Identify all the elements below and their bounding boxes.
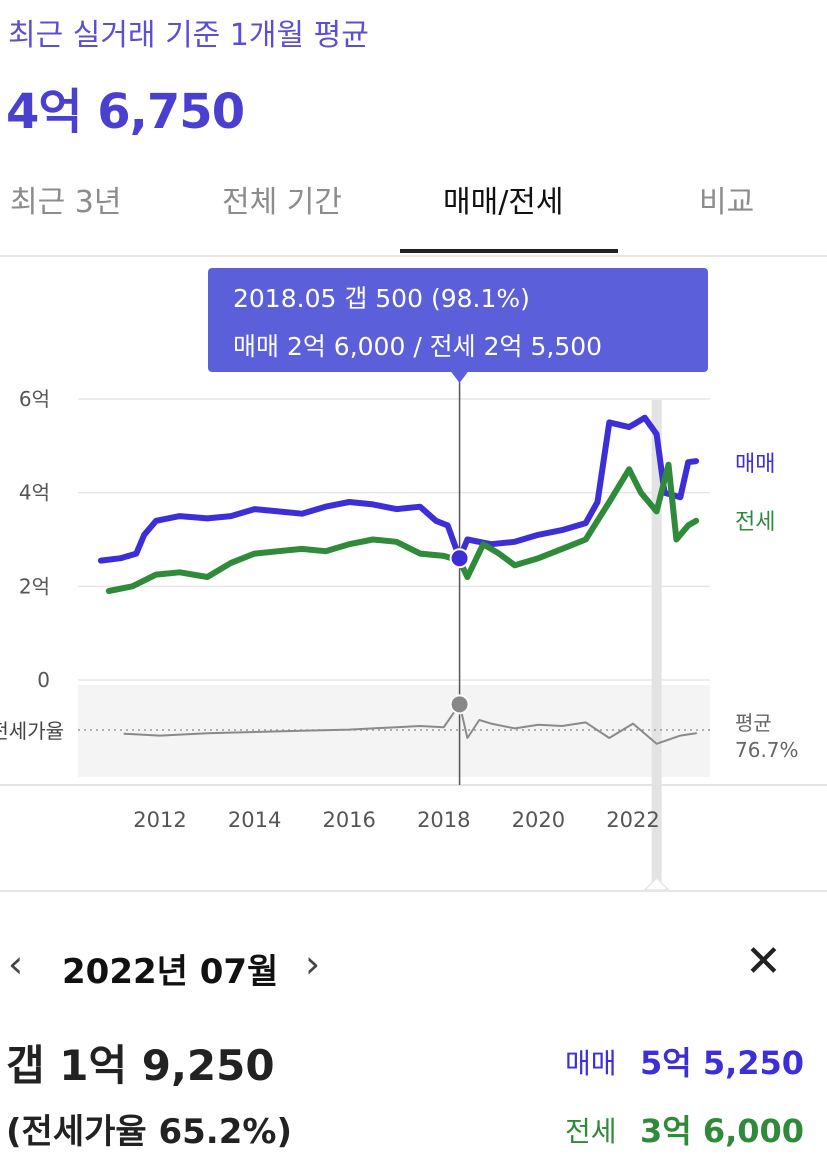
average-value: 76.7% — [735, 738, 799, 762]
chevron-right-icon[interactable]: › — [305, 942, 321, 986]
average-label: 평균 — [735, 711, 772, 735]
tooltip-line-1: 2018.05 갭 500 (98.1%) — [233, 284, 530, 313]
gap-value: 갭 1억 9,250 — [6, 1041, 275, 1090]
x-tick-label: 2020 — [512, 808, 565, 832]
sale-label: 매매 — [565, 1047, 617, 1080]
series-line — [97, 414, 700, 564]
x-tick-label: 2016 — [322, 808, 375, 832]
x-tick-label: 2018 — [417, 808, 470, 832]
price-chart[interactable]: 0 2억 4억 6억매매전세전세가율 평균 76.7% 2012 2014 2016 2018 20… — [0, 260, 827, 890]
selected-sale-marker — [449, 548, 470, 569]
highlight-band — [651, 400, 662, 890]
ratio-panel-bg — [78, 685, 710, 777]
tooltip-arrow — [450, 371, 469, 383]
y-tick-label: 2억 — [19, 574, 50, 598]
y-tick-label: 0 — [37, 668, 50, 692]
highlight-pointer — [643, 876, 670, 890]
x-tick-label: 2022 — [606, 808, 659, 832]
x-tick-label: 2014 — [228, 808, 281, 832]
current-price: 4억 6,750 — [6, 84, 245, 140]
ratio-panel-label: 전세가율 — [0, 719, 64, 743]
chevron-left-icon[interactable]: ‹ — [8, 942, 24, 986]
series-line — [123, 703, 698, 745]
legend-jeonse: 전세 — [735, 510, 775, 535]
chart-subtitle: 최근 실거래 기준 1개월 평균 — [8, 18, 369, 53]
jeonse-label: 전세 — [565, 1115, 617, 1148]
close-icon[interactable]: ✕ — [745, 936, 782, 987]
tab-sale-jeonse[interactable]: 매매/전세 — [443, 185, 564, 220]
x-tick-label: 2012 — [133, 808, 186, 832]
tab-recent-3y[interactable]: 최근 3년 — [10, 185, 122, 220]
tooltip-box — [208, 268, 708, 372]
series-line — [105, 461, 700, 594]
y-tick-label: 6억 — [19, 387, 50, 411]
sale-value: 5억 5,250 — [640, 1044, 805, 1082]
active-tab-indicator — [400, 249, 618, 253]
period-tabs: 최근 3년 전체 기간 매매/전세 비교 — [0, 165, 827, 257]
jeonse-value: 3억 6,000 — [640, 1112, 805, 1150]
legend-sale: 매매 — [735, 452, 775, 477]
selected-ratio-marker — [449, 694, 470, 715]
tab-compare[interactable]: 비교 — [699, 185, 755, 220]
tooltip-line-2: 매매 2억 6,000 / 전세 2억 5,500 — [233, 332, 602, 361]
jeonse-ratio-value: (전세가율 65.2%) — [6, 1112, 292, 1152]
y-tick-label: 4억 — [19, 481, 50, 505]
detail-panel: ‹ 2022년 07월 › ✕ 갭 1억 9,250 (전세가율 65.2%) … — [0, 890, 827, 1170]
selected-month: 2022년 07월 — [62, 952, 279, 992]
tab-all-period[interactable]: 전체 기간 — [222, 185, 342, 220]
